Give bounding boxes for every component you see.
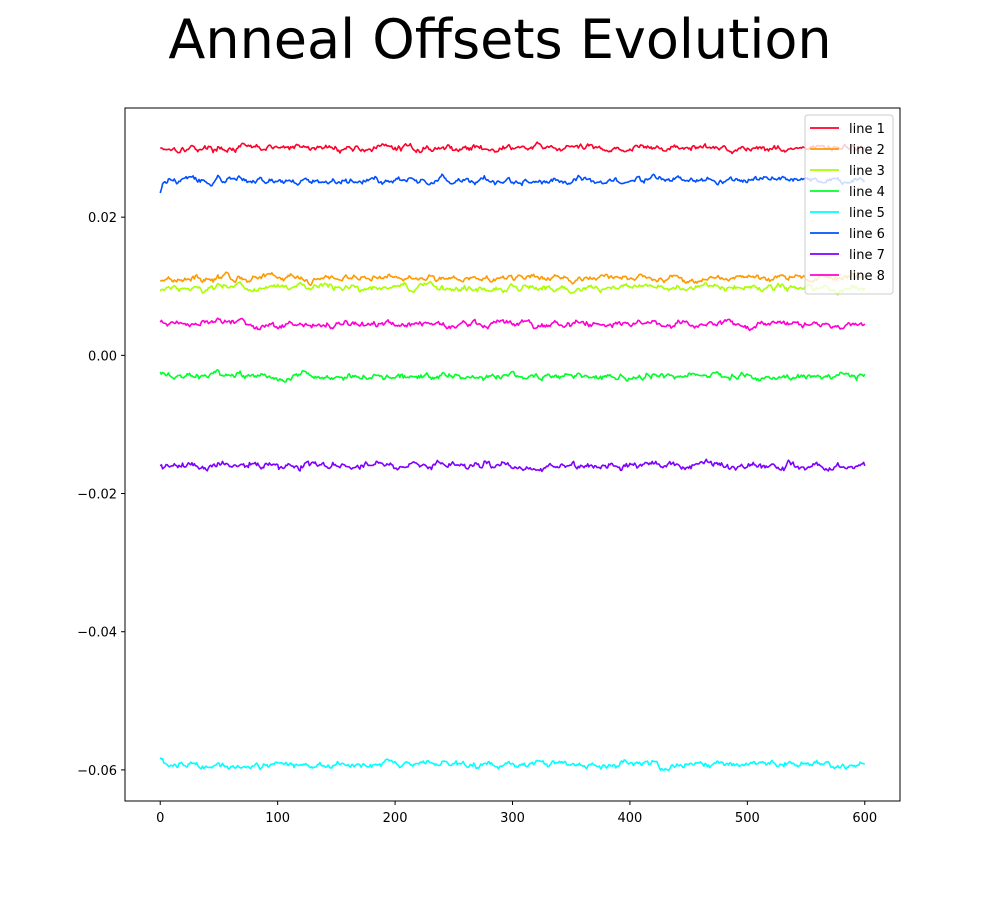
series-line-4 [159, 369, 866, 383]
series-layer [159, 141, 866, 772]
legend-label: line 2 [849, 143, 885, 158]
y-tick-label: 0.00 [88, 349, 117, 364]
x-axis: 0 100 200 300 400 500 600 [156, 801, 877, 826]
legend-label: line 7 [849, 248, 885, 263]
legend-label: line 4 [849, 185, 885, 200]
y-tick-label: 0.02 [88, 211, 117, 226]
x-tick-label: 100 [265, 811, 290, 826]
x-tick-label: 500 [735, 811, 760, 826]
y-axis: 0.02 0.00 −0.02 −0.04 −0.06 [77, 211, 125, 779]
legend-label: line 3 [849, 164, 885, 179]
x-tick-label: 600 [852, 811, 877, 826]
series-line-5 [159, 757, 866, 772]
series-line-6 [159, 173, 866, 194]
legend-label: line 8 [849, 269, 885, 284]
legend-label: line 6 [849, 227, 885, 242]
legend-box [804, 114, 894, 295]
x-tick-label: 0 [156, 811, 164, 826]
legend-label: line 1 [849, 122, 885, 137]
series-line-3 [159, 280, 866, 296]
x-tick-label: 200 [383, 811, 408, 826]
y-tick-label: −0.06 [77, 764, 117, 779]
legend-label: line 5 [849, 206, 885, 221]
y-tick-label: −0.02 [77, 488, 117, 503]
x-tick-label: 300 [500, 811, 525, 826]
chart-title: Anneal Offsets Evolution [168, 8, 832, 71]
x-tick-label: 400 [618, 811, 643, 826]
plot-area-frame [124, 107, 901, 802]
series-line-8 [159, 317, 866, 332]
y-tick-label: −0.04 [77, 626, 117, 641]
series-line-7 [159, 458, 866, 473]
series-line-2 [160, 271, 866, 287]
series-line-1 [160, 141, 866, 155]
legend: line 1 line 2 line 3 line 4 line 5 line 6 line… [804, 114, 894, 295]
